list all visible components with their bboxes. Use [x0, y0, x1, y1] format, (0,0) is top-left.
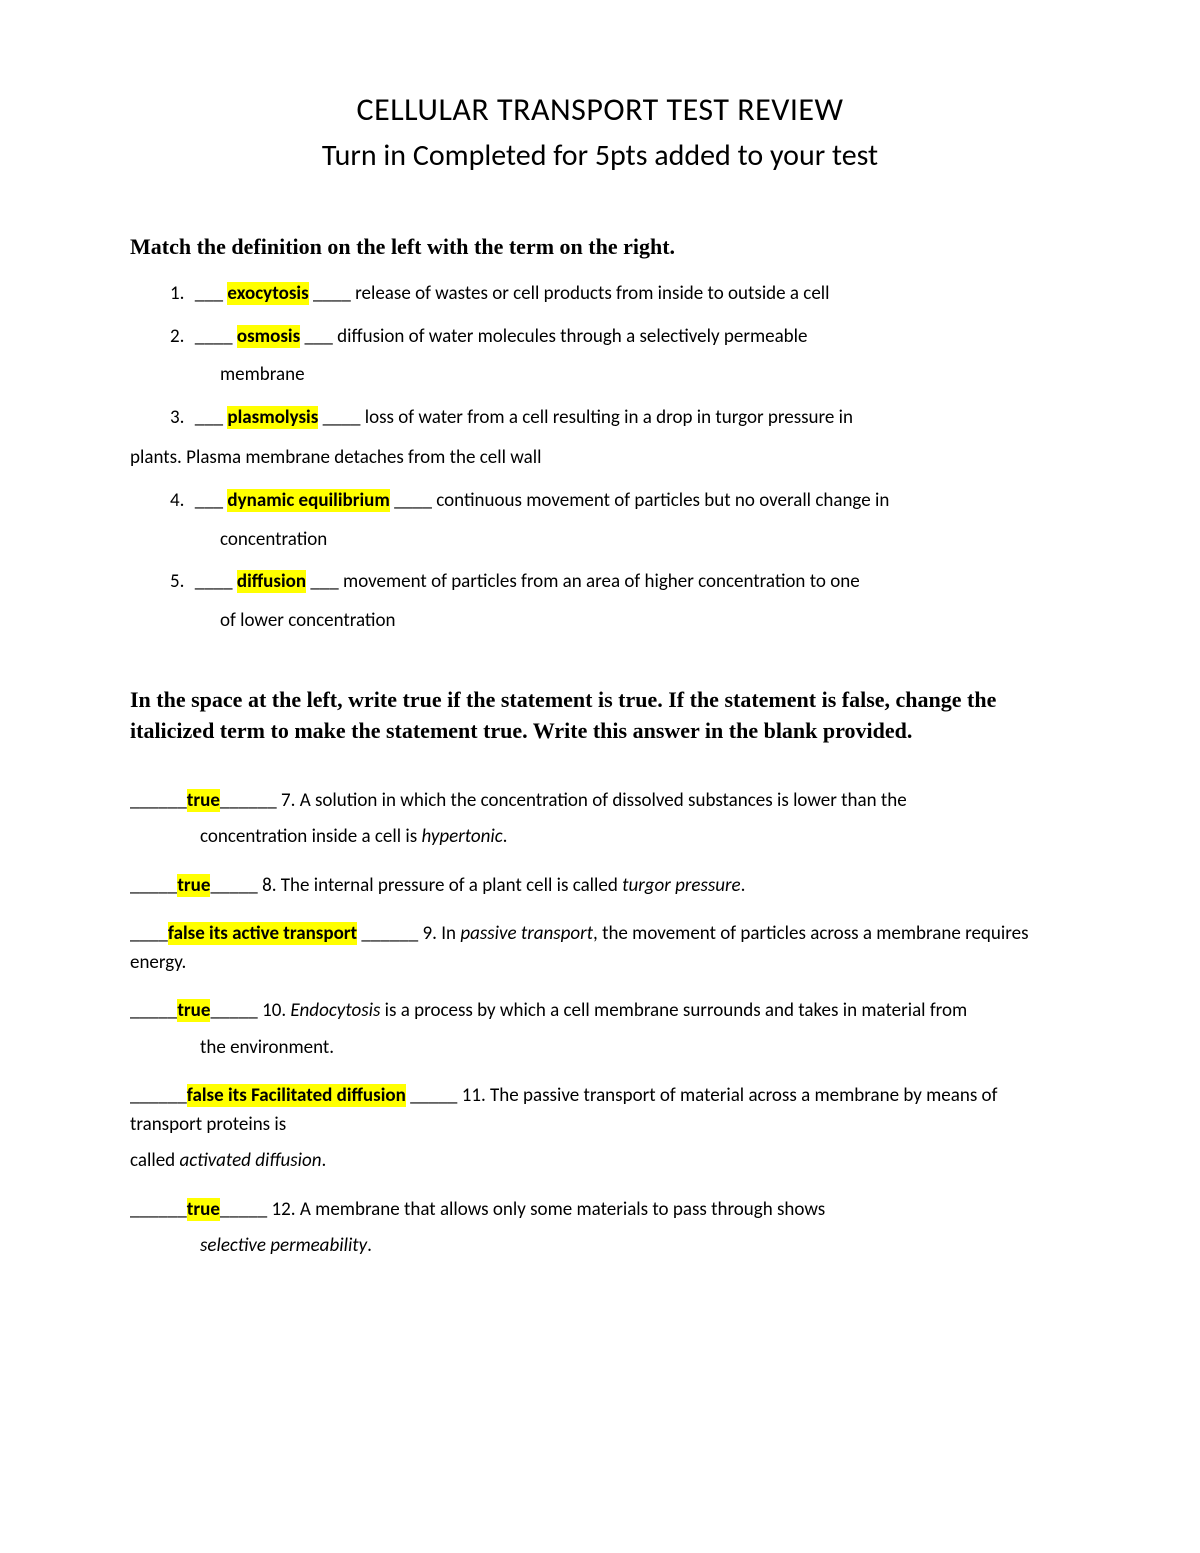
tf-sub: the environment. — [200, 1034, 1070, 1063]
tf-line2-pre: called — [130, 1149, 179, 1172]
match-item: 2. ____ osmosis ___ diffusion of water m… — [170, 323, 1070, 390]
match-def: diffusion of water molecules through a s… — [337, 325, 807, 348]
tf-post: . — [741, 874, 746, 897]
tf-item-9: ____false its active transport ______ 9.… — [130, 920, 1070, 977]
tf-italic: passive transport — [460, 922, 593, 945]
tf-item-7: ______true______ 7. A solution in which … — [130, 787, 1070, 852]
match-answer: osmosis — [237, 325, 300, 348]
match-answer: exocytosis — [227, 282, 308, 305]
match-num: 5. — [170, 570, 184, 593]
tf-answer: false its Facilitated diffusion — [187, 1084, 406, 1107]
tf-post: . — [322, 1149, 327, 1172]
match-answer: dynamic equilibrium — [227, 489, 389, 512]
tf-italic: Endocytosis — [290, 999, 380, 1022]
tf-text: 8. The internal pressure of a plant cell… — [262, 874, 622, 897]
match-sub: concentration — [220, 526, 1070, 555]
match-answer: plasmolysis — [227, 406, 318, 429]
match-def: continuous movement of particles but no … — [436, 489, 889, 512]
tf-text: 9. In — [423, 922, 461, 945]
tf-text: 12. A membrane that allows only some mat… — [272, 1198, 826, 1221]
match-def: loss of water from a cell resulting in a… — [365, 406, 853, 429]
section2-heading: In the space at the left, write true if … — [130, 685, 1070, 747]
match-num: 3. — [170, 406, 184, 429]
match-item: 1. ___ exocytosis ____ release of wastes… — [170, 280, 1070, 309]
match-sub: of lower concentration — [220, 607, 1070, 636]
tf-item-12: ______true_____ 12. A membrane that allo… — [130, 1196, 1070, 1261]
tf-sub: concentration inside a cell is hypertoni… — [200, 823, 1070, 852]
tf-post: . — [503, 825, 508, 848]
tf-item-10: _____true_____ 10. Endocytosis is a proc… — [130, 997, 1070, 1062]
tf-item-8: _____true_____ 8. The internal pressure … — [130, 872, 1070, 901]
tf-answer: true — [177, 874, 210, 897]
match-item: 5. ____ diffusion ___ movement of partic… — [170, 568, 1070, 635]
tf-answer: true — [187, 789, 220, 812]
tf-item-11: ______false its Facilitated diffusion __… — [130, 1082, 1070, 1176]
tf-italic: selective permeability — [200, 1234, 367, 1257]
match-list-cont: 4. ___ dynamic equilibrium ____ continuo… — [130, 487, 1070, 635]
tf-post: is a process by which a cell membrane su… — [380, 999, 967, 1022]
match-list: 1. ___ exocytosis ____ release of wastes… — [130, 280, 1070, 432]
tf-sub: selective permeability. — [200, 1232, 1070, 1261]
tf-answer: false its active transport — [168, 922, 357, 945]
tf-italic: activated diffusion — [179, 1149, 321, 1172]
truefalse-block: ______true______ 7. A solution in which … — [130, 787, 1070, 1261]
document-page: CELLULAR TRANSPORT TEST REVIEW Turn in C… — [0, 0, 1200, 1553]
tf-answer: true — [177, 999, 210, 1022]
match-answer: diffusion — [237, 570, 306, 593]
match-sub: membrane — [220, 361, 1070, 390]
tf-post: . — [367, 1234, 372, 1257]
page-subtitle: Turn in Completed for 5pts added to your… — [130, 137, 1070, 174]
match-def: release of wastes or cell products from … — [355, 282, 829, 305]
tf-italic: hypertonic — [421, 825, 502, 848]
match-item: 4. ___ dynamic equilibrium ____ continuo… — [170, 487, 1070, 554]
tf-text: 10. — [262, 999, 290, 1022]
match-num: 4. — [170, 489, 184, 512]
match-num: 1. — [170, 282, 184, 305]
match-num: 2. — [170, 325, 184, 348]
match3-extra: plants. Plasma membrane detaches from th… — [130, 446, 1070, 469]
tf-line2: called activated diffusion. — [130, 1147, 1070, 1176]
match-item: 3. ___ plasmolysis ____ loss of water fr… — [170, 404, 1070, 433]
page-title: CELLULAR TRANSPORT TEST REVIEW — [130, 90, 1070, 129]
tf-italic: turgor pressure — [622, 874, 740, 897]
tf-text: 7. A solution in which the concentration… — [281, 789, 907, 812]
tf-sub-pre: concentration inside a cell is — [200, 825, 421, 848]
section1-heading: Match the definition on the left with th… — [130, 234, 1070, 260]
tf-answer: true — [187, 1198, 220, 1221]
match-def: movement of particles from an area of hi… — [343, 570, 860, 593]
